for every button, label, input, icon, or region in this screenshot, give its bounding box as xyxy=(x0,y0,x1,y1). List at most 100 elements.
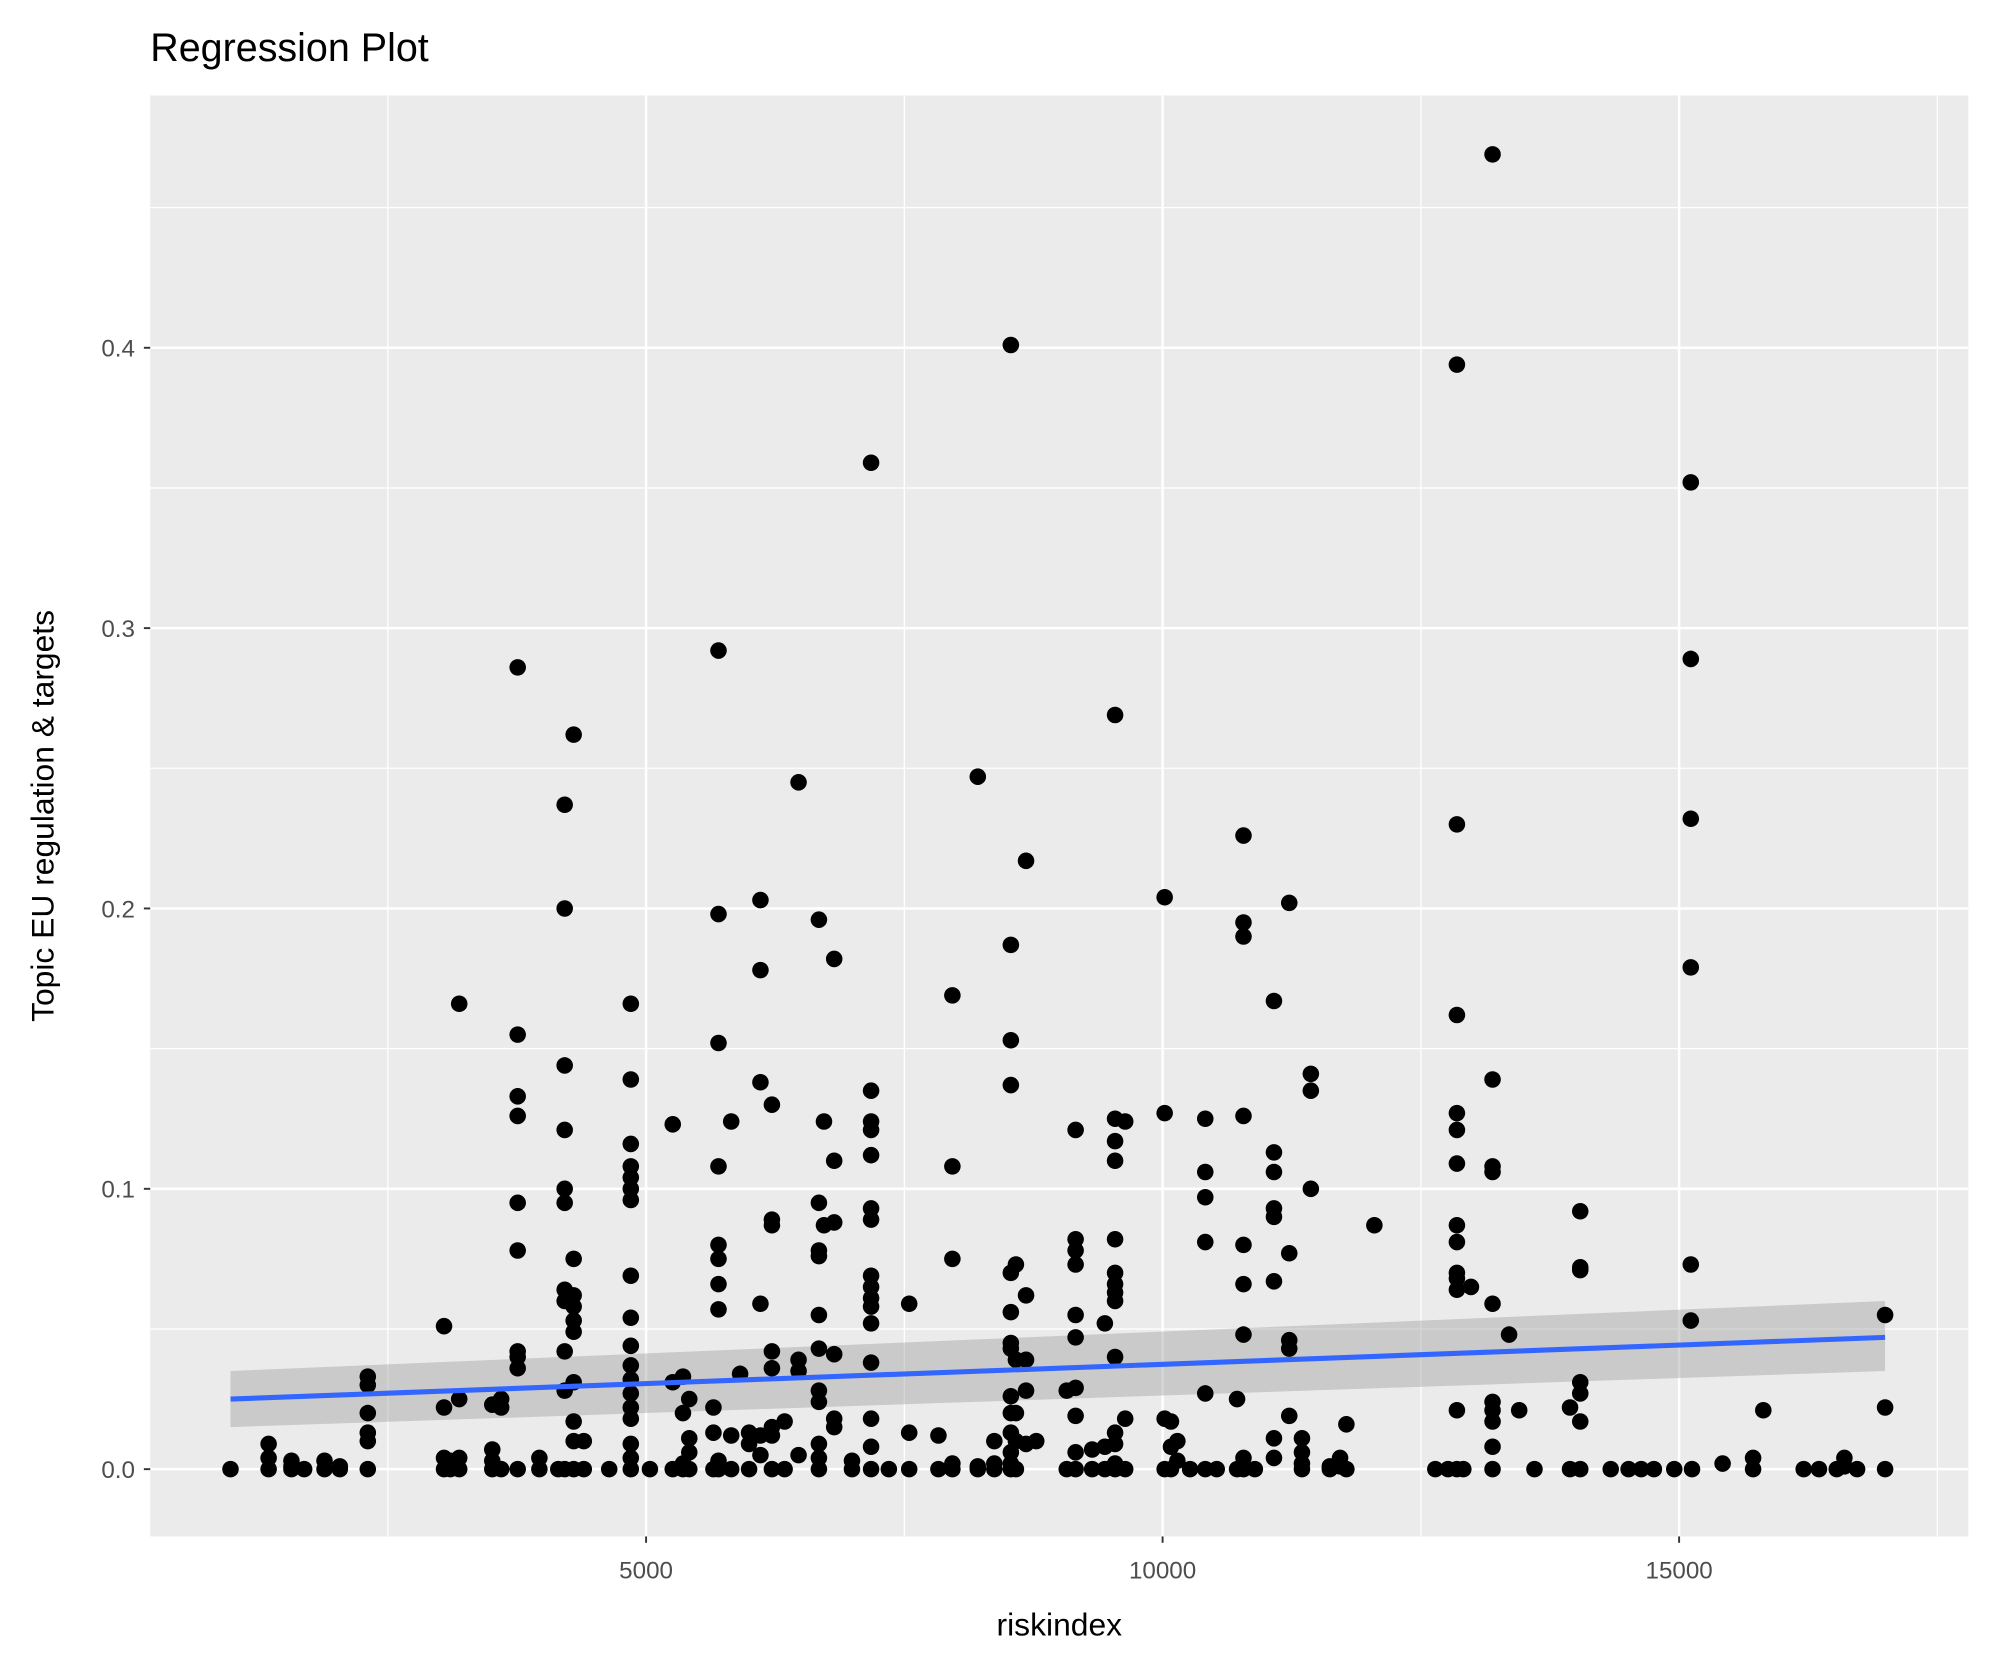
data-point xyxy=(565,1250,582,1268)
data-point xyxy=(1106,1230,1124,1248)
data-point xyxy=(1106,1292,1124,1310)
data-point xyxy=(752,1074,769,1091)
data-point xyxy=(1067,1256,1084,1273)
data-point xyxy=(680,1460,698,1478)
data-point xyxy=(492,1460,510,1478)
data-point xyxy=(1571,1460,1589,1478)
data-point xyxy=(710,1034,727,1052)
data-point xyxy=(435,1317,453,1335)
data-point xyxy=(1265,992,1283,1010)
data-point xyxy=(1484,1413,1501,1430)
data-point xyxy=(1002,1076,1020,1094)
data-point xyxy=(575,1432,593,1450)
data-point xyxy=(1067,1306,1084,1324)
data-point xyxy=(1682,959,1700,976)
data-point xyxy=(1002,336,1020,354)
data-point xyxy=(1156,888,1173,906)
data-point xyxy=(1228,1390,1246,1408)
data-point xyxy=(565,1323,582,1341)
data-point xyxy=(1106,1152,1124,1170)
data-point xyxy=(1448,816,1466,833)
data-point xyxy=(1007,1404,1025,1422)
axes: 5000 10000 15000 0.0 0.1 0.2 0.3 0.4 ris… xyxy=(24,336,1712,1643)
data-point xyxy=(1561,1399,1579,1416)
data-point xyxy=(509,1460,526,1478)
data-point xyxy=(622,1309,640,1327)
data-point xyxy=(1196,1188,1214,1206)
data-point xyxy=(1083,1441,1101,1458)
data-point xyxy=(1645,1460,1663,1478)
data-point xyxy=(1462,1278,1480,1296)
y-tick-label: 0.3 xyxy=(101,616,135,643)
data-point xyxy=(1017,1351,1035,1369)
data-point xyxy=(1302,1082,1320,1099)
data-point xyxy=(1280,1407,1298,1425)
data-point xyxy=(862,1354,880,1371)
data-point xyxy=(680,1444,698,1461)
data-point xyxy=(1682,1312,1700,1329)
data-point xyxy=(1235,1236,1252,1254)
data-point xyxy=(1448,1121,1466,1139)
data-point xyxy=(1235,827,1252,844)
data-point xyxy=(575,1460,593,1478)
data-point xyxy=(565,1413,582,1430)
data-point xyxy=(1002,936,1020,954)
data-point xyxy=(1067,1407,1084,1425)
data-point xyxy=(1169,1452,1186,1470)
data-point xyxy=(810,1247,828,1265)
data-point xyxy=(930,1460,947,1478)
confidence-band xyxy=(230,1300,1886,1428)
data-point xyxy=(531,1460,548,1478)
data-point xyxy=(1500,1326,1518,1343)
y-axis-title: Topic EU regulation & targets xyxy=(24,610,60,1022)
data-point xyxy=(710,1275,727,1293)
data-point xyxy=(622,1337,640,1355)
data-point xyxy=(1067,1329,1084,1346)
data-point xyxy=(862,1146,880,1164)
data-point xyxy=(1002,1031,1020,1049)
data-point xyxy=(1280,1245,1298,1262)
data-point xyxy=(790,774,807,791)
x-axis-title: riskindex xyxy=(997,1607,1123,1643)
data-point xyxy=(622,1191,640,1209)
data-point xyxy=(556,900,573,917)
y-tick-label: 0.0 xyxy=(101,1457,135,1484)
data-point xyxy=(1067,1121,1084,1139)
data-point xyxy=(622,1410,640,1427)
data-point xyxy=(1484,1438,1501,1455)
data-point xyxy=(1448,1233,1466,1251)
data-point xyxy=(825,1345,843,1363)
data-point xyxy=(1510,1402,1528,1419)
data-point xyxy=(862,1298,880,1315)
data-point xyxy=(1002,1387,1020,1405)
data-point xyxy=(509,659,526,676)
data-point xyxy=(1106,706,1124,724)
data-point xyxy=(1265,1208,1283,1226)
data-point xyxy=(641,1460,659,1478)
data-point xyxy=(450,1390,468,1408)
x-tick-label: 15000 xyxy=(1645,1557,1712,1584)
data-point xyxy=(722,1427,740,1444)
data-point xyxy=(776,1460,793,1478)
data-point xyxy=(1293,1430,1311,1447)
data-point xyxy=(1265,1163,1283,1181)
plot-panel xyxy=(150,95,1969,1537)
data-point xyxy=(752,891,769,909)
data-point xyxy=(1448,356,1466,373)
data-point xyxy=(1017,852,1035,870)
data-point xyxy=(710,1460,727,1478)
data-point xyxy=(359,1404,377,1422)
data-point xyxy=(969,1460,987,1478)
data-point xyxy=(556,1057,573,1074)
data-point xyxy=(1235,914,1252,931)
data-point xyxy=(600,1460,618,1478)
data-point xyxy=(810,1393,828,1411)
data-point xyxy=(944,1250,961,1268)
data-point xyxy=(359,1368,377,1385)
data-point xyxy=(1448,1402,1466,1419)
data-point xyxy=(740,1460,758,1478)
data-point xyxy=(1571,1202,1589,1220)
data-point xyxy=(1246,1460,1264,1478)
data-point xyxy=(705,1399,722,1416)
